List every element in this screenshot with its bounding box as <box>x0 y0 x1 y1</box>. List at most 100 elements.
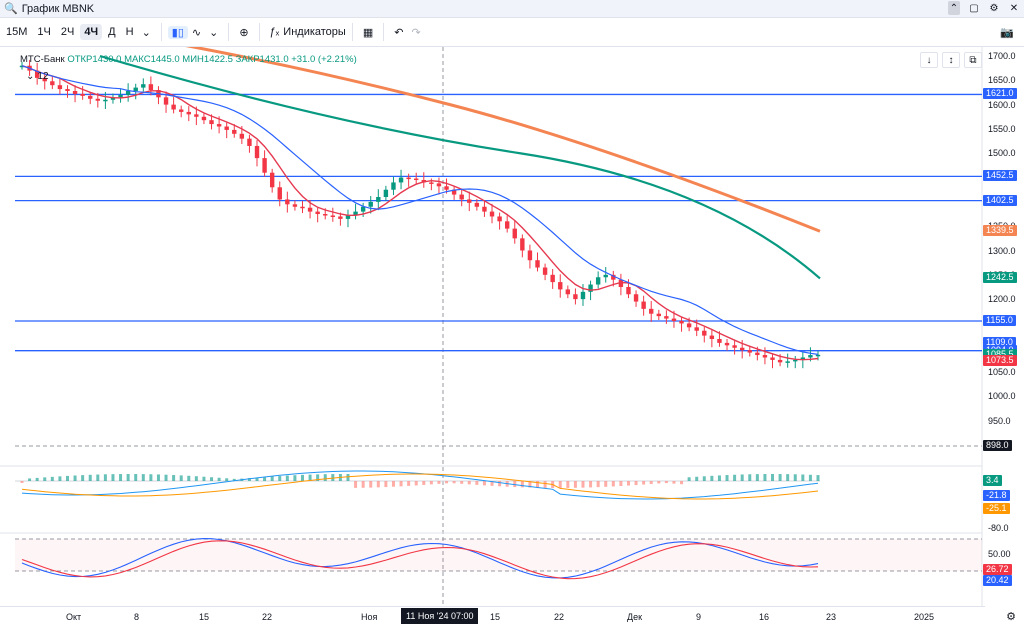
candle-body <box>201 116 207 121</box>
macd-histogram-bar <box>43 477 47 481</box>
redo-icon[interactable]: ↷ <box>411 26 421 39</box>
candle-body <box>383 189 389 198</box>
macd-line <box>21 470 819 500</box>
timeframe-4h[interactable]: 4Ч <box>80 24 103 40</box>
candle-body <box>300 206 305 209</box>
timeframe-1h[interactable]: 1Ч <box>37 26 51 38</box>
macd-histogram-bar <box>331 474 335 481</box>
candle-body <box>656 313 661 317</box>
candle-body <box>694 327 699 331</box>
macd-histogram-bar <box>285 475 289 481</box>
macd-histogram-bar <box>172 475 176 481</box>
macd-histogram-bar <box>354 481 358 488</box>
gear-icon[interactable]: ⚙ <box>1006 611 1016 623</box>
macd-histogram-bar <box>346 474 350 481</box>
candle-body <box>307 207 313 212</box>
macd-histogram-bar <box>414 481 418 486</box>
copy-icon[interactable]: ⧉ <box>964 52 982 68</box>
candle-body <box>770 357 775 360</box>
macd-histogram-bar <box>88 474 92 481</box>
collapse-icon[interactable]: ↕ <box>942 52 960 68</box>
macd-histogram-bar <box>573 481 577 488</box>
price-tag: 898.0 <box>983 439 1012 451</box>
macd-histogram-bar <box>20 481 24 483</box>
add-compare-icon[interactable]: ⊕ <box>239 26 249 39</box>
candle-body <box>512 228 517 239</box>
timeframe-2h[interactable]: 2Ч <box>60 26 75 38</box>
camera-icon[interactable]: 📷 <box>1000 26 1014 39</box>
price-chart[interactable] <box>0 47 1024 607</box>
candle-body <box>345 215 351 219</box>
macd-histogram-bar <box>748 474 752 481</box>
macd-histogram-bar <box>498 481 502 487</box>
candle-body <box>57 85 63 90</box>
candle-body <box>19 65 25 68</box>
candle-body <box>686 323 692 328</box>
time-axis-label: 9 <box>696 612 702 622</box>
macd-histogram-bar <box>596 481 600 488</box>
price-axis-label: 1550.0 <box>988 123 1016 134</box>
symbol-name: МТС-Банк <box>20 54 65 65</box>
legend-indicator[interactable]: ⌄ 12 <box>26 71 49 82</box>
candle-body <box>489 211 495 217</box>
time-axis-label: 15 <box>490 612 501 622</box>
macd-histogram-bar <box>210 477 214 481</box>
layouts-icon[interactable]: ▦ <box>362 26 374 39</box>
timeframe-day[interactable]: Д <box>108 26 116 38</box>
candle-body <box>793 359 798 362</box>
macd-histogram-bar <box>111 474 115 481</box>
chevron-down-icon[interactable]: ⌄ <box>141 26 151 39</box>
chevron-down-icon[interactable]: ⌄ <box>26 71 35 82</box>
indicators-icon[interactable]: ƒₓ <box>269 26 280 38</box>
macd-histogram-bar <box>141 474 145 481</box>
macd-histogram-bar <box>58 476 62 481</box>
macd-histogram-bar <box>293 475 297 481</box>
price-axis-label: 1000.0 <box>988 391 1016 402</box>
macd-histogram-bar <box>664 481 668 484</box>
macd-histogram-bar <box>300 474 304 481</box>
price-tag: 1452.5 <box>983 170 1017 182</box>
macd-histogram-bar <box>247 478 251 481</box>
candle-body <box>739 347 745 351</box>
candle-body <box>459 194 464 200</box>
candle-body <box>338 216 343 219</box>
chevron-up-icon[interactable]: ⌃ <box>948 1 960 15</box>
time-axis-label: Ноя <box>361 612 378 622</box>
macd-histogram-bar <box>520 481 524 488</box>
candles-icon[interactable]: ▮▯ <box>167 25 188 39</box>
candle-body <box>247 138 252 146</box>
indicators-button[interactable]: Индикаторы <box>283 26 346 38</box>
timeframe-15m[interactable]: 15М <box>6 26 28 38</box>
macd-histogram-bar <box>740 474 744 481</box>
undo-icon[interactable]: ↶ <box>394 26 404 39</box>
search-icon[interactable]: 🔍 <box>4 3 18 15</box>
macd-histogram-bar <box>634 481 638 486</box>
candle-body <box>451 189 457 195</box>
time-axis-border <box>0 606 985 607</box>
close-icon[interactable]: ✕ <box>1009 2 1019 14</box>
line-chart-icon[interactable]: ∿ <box>191 26 202 39</box>
macd-histogram-bar <box>460 481 464 484</box>
macd-histogram-bar <box>407 481 411 486</box>
chevron-down-icon[interactable]: ⌄ <box>209 26 219 39</box>
timeframe-week[interactable]: Н <box>125 26 134 38</box>
gear-icon[interactable]: ⚙ <box>989 2 999 14</box>
macd-histogram-bar <box>232 478 236 481</box>
candle-body <box>269 172 275 188</box>
indicator-value-label: 26.72 <box>983 564 1012 575</box>
macd-histogram-bar <box>649 481 653 485</box>
ema-mid-line <box>99 54 821 280</box>
macd-histogram-bar <box>536 481 540 488</box>
candle-body <box>330 215 336 217</box>
macd-histogram-bar <box>558 481 562 488</box>
candle-body <box>376 197 381 202</box>
candle-body <box>216 124 222 127</box>
maximize-icon[interactable]: ▢ <box>969 2 979 14</box>
candle-body <box>429 182 434 184</box>
download-icon[interactable]: ↓ <box>920 52 938 68</box>
candle-body <box>232 129 237 134</box>
macd-histogram-bar <box>187 475 191 481</box>
price-axis-label: 1500.0 <box>988 148 1016 159</box>
price-tag: 1109.0 <box>983 337 1016 349</box>
candle-body <box>42 77 47 82</box>
